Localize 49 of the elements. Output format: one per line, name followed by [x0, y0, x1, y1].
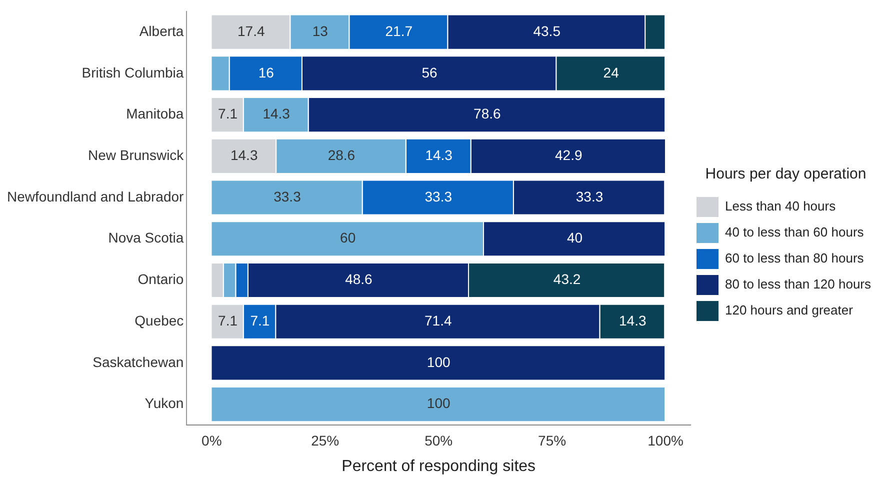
y-tick-label: British Columbia: [82, 64, 184, 80]
y-tick-label: New Brunswick: [88, 147, 185, 164]
y-tick-label: Quebec: [134, 312, 184, 328]
y-tick-label: Yukon: [144, 395, 184, 412]
data-label: 78.6: [474, 106, 502, 122]
data-label: 7.1: [218, 312, 238, 328]
data-label: 71.4: [424, 312, 452, 328]
legend-label: Less than 40 hours: [725, 198, 836, 214]
y-tick-label: Nova Scotia: [108, 230, 184, 246]
data-label: 100: [426, 354, 450, 370]
data-label: 42.9: [555, 147, 582, 164]
data-label: 33.3: [424, 188, 452, 204]
legend-label: 80 to less than 120 hours: [725, 276, 872, 292]
data-label: 60: [340, 230, 356, 246]
data-label: 14.3: [230, 147, 258, 164]
data-label: 24: [603, 64, 620, 80]
x-tick-label: 0%: [202, 432, 222, 448]
y-tick-label: Manitoba: [126, 106, 184, 122]
data-label: 43.2: [553, 271, 581, 288]
x-tick-label: 25%: [311, 432, 340, 448]
data-label: 13: [312, 22, 328, 39]
data-label: 14.3: [262, 106, 290, 122]
data-label: 7.1: [250, 312, 270, 328]
legend-label: 40 to less than 60 hours: [725, 224, 864, 240]
legend-label: 60 to less than 80 hours: [725, 250, 864, 266]
data-label: 100: [426, 395, 450, 412]
x-tick-label: 100%: [648, 432, 684, 448]
data-label: 56: [422, 64, 438, 80]
data-label: 21.7: [385, 22, 413, 39]
legend-label: 120 hours and greater: [725, 302, 854, 318]
x-axis-title: Percent of responding sites: [342, 458, 536, 475]
data-label: 33.3: [274, 188, 302, 204]
data-label: 48.6: [345, 271, 373, 288]
legend-title: Hours per day operation: [705, 166, 866, 183]
y-tick-label: Ontario: [138, 271, 184, 288]
data-label: 7.1: [218, 106, 238, 122]
y-tick-label: Saskatchewan: [92, 354, 184, 370]
data-label: 14.3: [619, 312, 646, 328]
data-label: 17.4: [238, 22, 265, 39]
x-tick-label: 50%: [424, 432, 453, 448]
x-tick-label: 75%: [538, 432, 566, 448]
y-tick-label: Alberta: [139, 22, 184, 39]
data-label: 33.3: [576, 188, 604, 204]
data-label: 28.6: [328, 147, 356, 164]
data-label: 40: [566, 230, 583, 246]
y-tick-label: Newfoundland and Labrador: [6, 188, 184, 204]
data-label: 16: [258, 64, 274, 80]
data-label: 14.3: [425, 147, 453, 164]
data-label: 43.5: [533, 22, 561, 39]
